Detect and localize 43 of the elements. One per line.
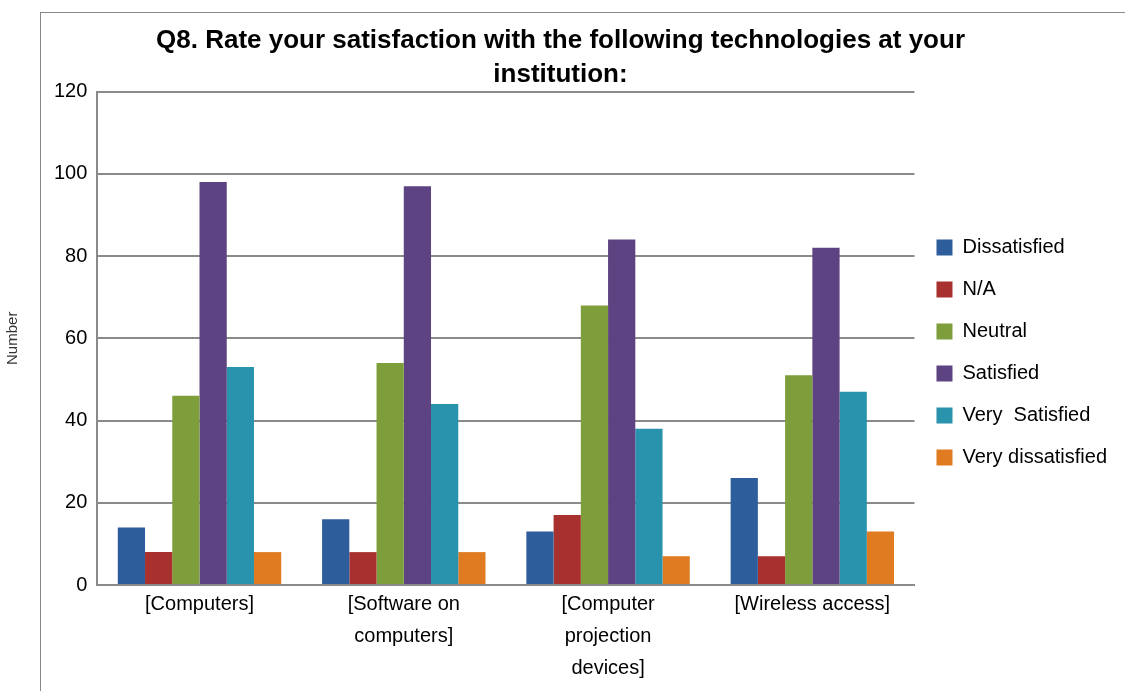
x-tick-label: [Wireless access] (734, 591, 891, 614)
bar (812, 247, 840, 584)
bar (253, 552, 282, 584)
chart-title: Q8. Rate your satisfaction with the following technologies at your institution: (156, 24, 965, 88)
bar (866, 531, 895, 584)
legend-label: Satisfied (962, 361, 1040, 384)
bar (403, 186, 432, 584)
bar (431, 404, 459, 584)
y-tick-label: 60 (65, 325, 88, 348)
bar (349, 552, 377, 584)
y-tick-label: 0 (76, 572, 88, 595)
bar (580, 305, 609, 584)
y-axis-title: Number (3, 311, 21, 365)
y-tick-label: 40 (65, 408, 88, 431)
y-tick-label: 80 (65, 243, 88, 266)
bar (172, 395, 200, 584)
bar (199, 182, 227, 584)
bar (553, 515, 581, 584)
bar (608, 239, 636, 584)
legend-label: Very dissatisfied (962, 445, 1107, 468)
bar (785, 375, 813, 584)
bar (322, 519, 350, 584)
legend-label: N/A (962, 277, 997, 300)
bar (458, 552, 486, 584)
x-tick-label: [Computer projection devices] (561, 591, 656, 678)
bar (662, 556, 690, 584)
bar (757, 556, 786, 584)
bar (117, 527, 146, 584)
y-tick-label: 120 (53, 79, 88, 102)
bar (635, 428, 663, 584)
bar (226, 367, 254, 584)
legend-label: Dissatisfied (962, 235, 1065, 258)
x-tick-label: [Software on computers] (347, 591, 460, 646)
bar (730, 478, 758, 584)
bar (376, 362, 404, 584)
bar (145, 552, 173, 584)
x-tick-label: [Computers] (145, 591, 254, 614)
y-tick-label: 20 (65, 490, 88, 513)
legend-label: Neutral (962, 319, 1027, 342)
bar (526, 531, 554, 584)
bar (839, 391, 867, 584)
legend-label: Very Satisfied (962, 403, 1091, 426)
y-tick-label: 100 (53, 161, 88, 184)
